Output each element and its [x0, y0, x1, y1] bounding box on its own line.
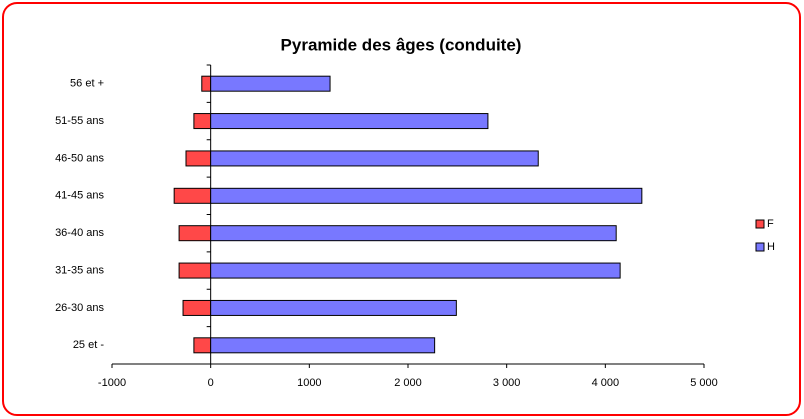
- bar: [210, 113, 489, 130]
- x-tick-label: 3 000: [493, 377, 521, 389]
- bar: [193, 337, 212, 354]
- y-tick-label: 25 et -: [73, 339, 105, 351]
- y-tick-label: 51-55 ans: [55, 115, 104, 127]
- bar: [182, 299, 212, 316]
- x-tick-label: -1000: [98, 377, 126, 389]
- bar: [210, 262, 621, 279]
- legend-swatch: [755, 219, 765, 229]
- legend-label: F: [767, 218, 774, 230]
- bar: [193, 113, 212, 130]
- x-tick-label: 2 000: [394, 377, 422, 389]
- x-tick-label: 5 000: [690, 377, 718, 389]
- bar: [185, 150, 212, 167]
- bar: [173, 187, 212, 204]
- bar: [210, 299, 457, 316]
- x-tick-label: 4 000: [592, 377, 620, 389]
- x-tick-label: 1000: [297, 377, 321, 389]
- y-tick-label: 46-50 ans: [55, 152, 104, 164]
- bar: [178, 262, 212, 279]
- x-tick-label: 0: [208, 377, 214, 389]
- legend-box: [752, 210, 786, 260]
- bar: [178, 225, 212, 242]
- y-tick-label: 56 et +: [70, 78, 104, 90]
- y-tick-label: 36-40 ans: [55, 227, 104, 239]
- y-tick-label: 41-45 ans: [55, 190, 104, 202]
- y-tick-label: 31-35 ans: [55, 264, 104, 276]
- bar: [210, 150, 539, 167]
- bar: [210, 75, 331, 92]
- chart-title: Pyramide des âges (conduite): [281, 35, 522, 54]
- legend-swatch: [755, 242, 765, 252]
- bar: [201, 75, 212, 92]
- y-tick-label: 26-30 ans: [55, 302, 104, 314]
- legend-label: H: [767, 241, 775, 253]
- bar: [210, 225, 617, 242]
- bar: [210, 337, 436, 354]
- bar: [210, 187, 643, 204]
